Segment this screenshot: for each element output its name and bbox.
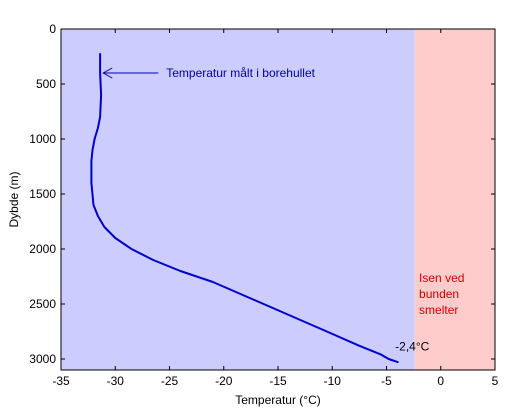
annotations: Temperatur målt i borehullet -2,4°C Isen v… bbox=[102, 66, 464, 354]
x-axis-label: Temperatur (°C) bbox=[235, 393, 320, 407]
series-layer bbox=[90, 53, 399, 364]
annotation-melting-line: bunden bbox=[419, 287, 459, 301]
x-axis: -35 -30 -25 -20 -15 -10 -5 0 5 bbox=[52, 29, 499, 388]
y-tick-label: 3000 bbox=[29, 352, 56, 366]
y-tick-label: 1000 bbox=[29, 132, 56, 146]
annotation-melting-note: Isen ved bunden smelter bbox=[419, 271, 464, 317]
x-tick-label: 0 bbox=[437, 374, 444, 388]
y-tick-label: 2000 bbox=[29, 242, 56, 256]
x-tick-label: -35 bbox=[52, 374, 70, 388]
x-tick-label: -15 bbox=[269, 374, 287, 388]
y-tick-label: 0 bbox=[49, 22, 56, 36]
annotation-melting-line: smelter bbox=[419, 303, 458, 317]
x-tick-label: -30 bbox=[107, 374, 125, 388]
annotation-melting-line: Isen ved bbox=[419, 271, 464, 285]
x-tick-label: -5 bbox=[381, 374, 392, 388]
x-tick-label: -25 bbox=[161, 374, 179, 388]
region-0 bbox=[61, 29, 415, 370]
annotation-arrow-head bbox=[102, 67, 113, 79]
x-tick-label: 5 bbox=[492, 374, 499, 388]
y-tick-label: 500 bbox=[36, 77, 56, 91]
background-regions bbox=[61, 29, 495, 370]
annotation-bottom-temperature: -2,4°C bbox=[395, 340, 429, 354]
annotation-measured-temperature: Temperatur målt i borehullet bbox=[166, 66, 315, 80]
region-1 bbox=[414, 29, 495, 370]
y-axis-label: Dybde (m) bbox=[7, 171, 21, 227]
y-tick-label: 1500 bbox=[29, 187, 56, 201]
y-axis: 0 500 1000 1500 2000 2500 3000 bbox=[29, 22, 495, 366]
y-tick-label: 2500 bbox=[29, 297, 56, 311]
series-line-0 bbox=[90, 53, 399, 364]
x-tick-label: -10 bbox=[324, 374, 342, 388]
x-tick-label: -20 bbox=[215, 374, 233, 388]
